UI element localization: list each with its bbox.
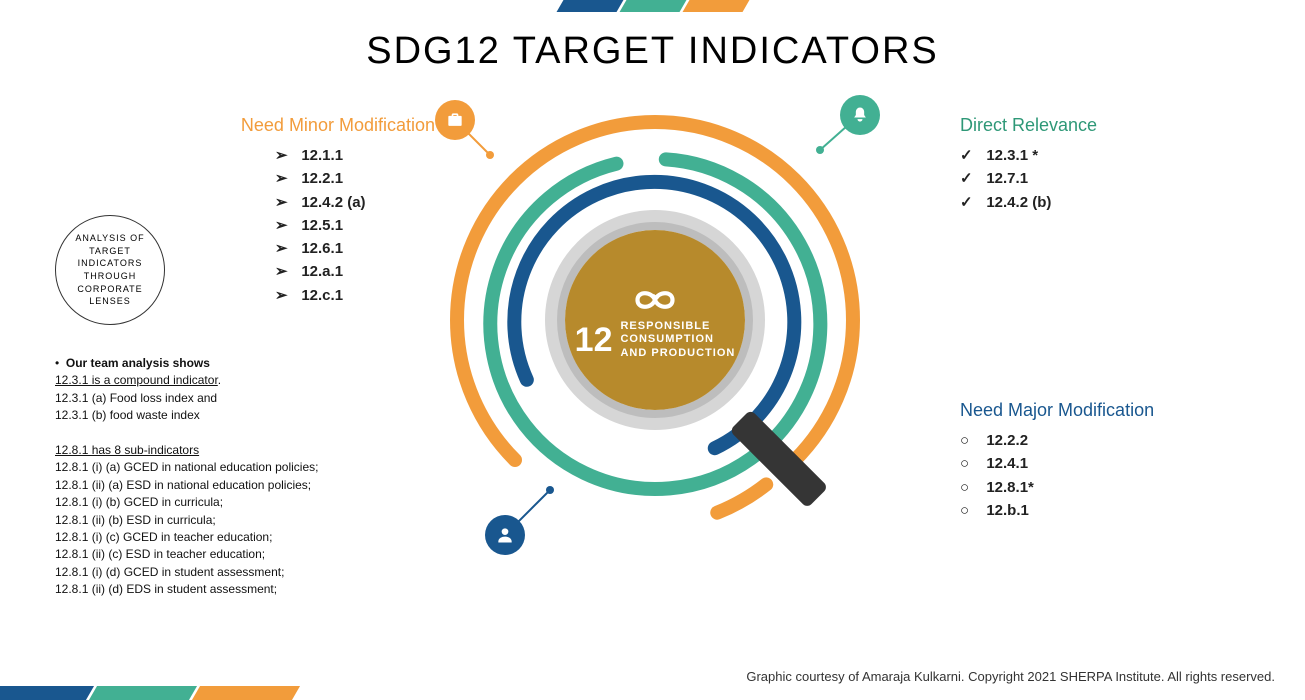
direct-block: Direct Relevance ✓ 12.3.1 *✓ 12.7.1✓ 12.… <box>960 115 1097 214</box>
note-subitem: 12.8.1 (ii) (b) ESD in curricula; <box>55 512 425 529</box>
note-subitem: 12.8.1 (ii) (a) ESD in national educatio… <box>55 477 425 494</box>
list-item: ○ 12.2.2 <box>960 429 1154 452</box>
list-item: ○ 12.8.1* <box>960 476 1154 499</box>
minor-title: Need Minor Modification <box>215 115 435 136</box>
notes-sublist: 12.8.1 (i) (a) GCED in national educatio… <box>55 459 425 598</box>
note-subitem: 12.8.1 (i) (d) GCED in student assessmen… <box>55 564 425 581</box>
list-item: ➢ 12.1.1 <box>215 144 395 167</box>
minor-list: ➢ 12.1.1➢ 12.2.1➢ 12.4.2 (a)➢ 12.5.1➢ 12… <box>215 144 435 307</box>
sdg-line1: RESPONSIBLE <box>620 320 735 333</box>
infinity-icon <box>620 280 690 320</box>
notes-p1b: 12.3.1 (b) food waste index <box>55 407 425 424</box>
notes-p2u: 12.8.1 has 8 sub-indicators <box>55 442 425 459</box>
list-item: ○ 12.b.1 <box>960 499 1154 522</box>
note-subitem: 12.8.1 (i) (a) GCED in national educatio… <box>55 459 425 476</box>
sdg-number: 12 <box>575 321 613 360</box>
briefcase-icon <box>435 100 475 140</box>
stripe <box>89 686 197 700</box>
top-stripe-group <box>560 0 746 12</box>
stripe <box>619 0 686 12</box>
list-item: ✓ 12.4.2 (b) <box>960 191 1097 214</box>
bottom-stripe-group <box>0 686 296 700</box>
notes-block: • Our team analysis shows 12.3.1 is a co… <box>55 355 425 598</box>
major-block: Need Major Modification ○ 12.2.2○ 12.4.1… <box>960 400 1154 522</box>
stripe <box>556 0 623 12</box>
person-icon <box>485 515 525 555</box>
direct-list: ✓ 12.3.1 *✓ 12.7.1✓ 12.4.2 (b) <box>960 144 1097 214</box>
sdg12-badge: 12 RESPONSIBLE CONSUMPTION AND PRODUCTIO… <box>565 230 745 410</box>
analysis-circle: ANALYSIS OF TARGET INDICATORS THROUGH CO… <box>55 215 165 325</box>
list-item: ➢ 12.a.1 <box>215 260 395 283</box>
stripe <box>682 0 749 12</box>
notes-p1a: 12.3.1 (a) Food loss index and <box>55 390 425 407</box>
note-subitem: 12.8.1 (i) (b) GCED in curricula; <box>55 494 425 511</box>
note-subitem: 12.8.1 (ii) (d) EDS in student assessmen… <box>55 581 425 598</box>
list-item: ✓ 12.7.1 <box>960 167 1097 190</box>
stripe <box>0 686 94 700</box>
minor-mod-block: Need Minor Modification ➢ 12.1.1➢ 12.2.1… <box>215 115 435 307</box>
footer-credit: Graphic courtesy of Amaraja Kulkarni. Co… <box>746 669 1275 684</box>
major-title: Need Major Modification <box>960 400 1154 421</box>
direct-title: Direct Relevance <box>960 115 1097 136</box>
list-item: ➢ 12.6.1 <box>215 237 395 260</box>
bell-icon <box>840 95 880 135</box>
major-list: ○ 12.2.2○ 12.4.1○ 12.8.1*○ 12.b.1 <box>960 429 1154 522</box>
list-item: ➢ 12.2.1 <box>215 167 395 190</box>
stripe <box>192 686 300 700</box>
sdg-line3: AND PRODUCTION <box>620 347 735 360</box>
notes-lead: • Our team analysis shows <box>55 355 425 372</box>
notes-p1u: 12.3.1 is a compound indicator. <box>55 372 425 389</box>
center-graphic: 12 RESPONSIBLE CONSUMPTION AND PRODUCTIO… <box>445 110 865 530</box>
list-item: ✓ 12.3.1 * <box>960 144 1097 167</box>
list-item: ➢ 12.c.1 <box>215 284 395 307</box>
note-subitem: 12.8.1 (i) (c) GCED in teacher education… <box>55 529 425 546</box>
note-subitem: 12.8.1 (ii) (c) ESD in teacher education… <box>55 546 425 563</box>
list-item: ○ 12.4.1 <box>960 452 1154 475</box>
sdg-line2: CONSUMPTION <box>620 333 735 346</box>
page-title: SDG12 TARGET INDICATORS <box>0 30 1305 73</box>
list-item: ➢ 12.5.1 <box>215 214 395 237</box>
list-item: ➢ 12.4.2 (a) <box>215 191 395 214</box>
